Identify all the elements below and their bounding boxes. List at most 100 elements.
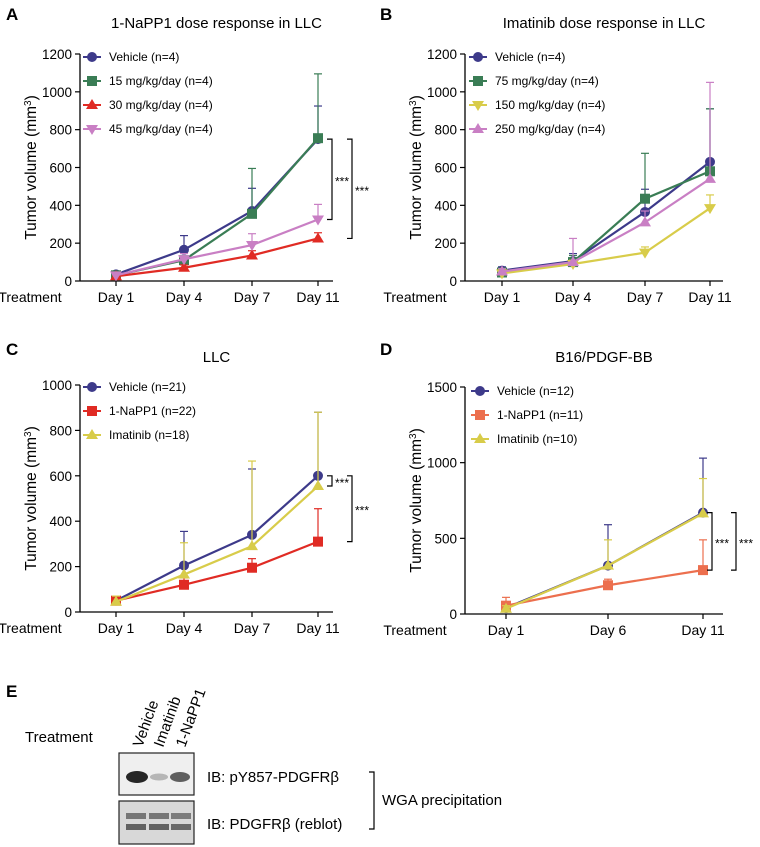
series-line [115,138,319,276]
legend-entry-1: 1-NaPP1 (n=22) [83,404,196,418]
data-point [313,536,323,547]
x-tick-label: Day 7 [234,620,271,636]
legend-marker [87,52,97,62]
legend-entry-2: Imatinib (n=10) [471,432,577,446]
panel-letter-e: E [6,682,17,701]
data-point [179,579,189,590]
y-axis-label-sup: 3 [408,100,419,106]
y-tick-label: 1000 [42,378,72,393]
data-point [178,568,190,579]
y-axis-label-close: ) [23,95,40,100]
panel-letter-a: A [6,5,18,24]
data-point [246,540,258,551]
legend-label: Imatinib (n=18) [109,428,189,442]
y-tick-label: 1500 [427,380,457,395]
legend-marker [473,52,483,62]
chart-title: LLC [203,349,231,366]
wga-bracket [369,771,375,830]
series-line [115,237,319,278]
x-tick-label: Day 11 [296,289,340,305]
y-axis-label: Tumor volume (mm3)Tumor volume (mm³) [408,95,426,240]
y-tick-label: 0 [449,274,457,289]
y-axis-label: Tumor volume (mm3)Tumor volume (mm³) [23,95,41,240]
legend-marker [473,76,483,86]
legend-label: Vehicle (n=21) [109,380,186,394]
legend-marker [86,99,98,109]
data-point [698,565,708,576]
data-point [640,193,650,204]
y-tick-label: 200 [49,560,72,575]
data-point [704,172,716,183]
series-3 [496,81,716,276]
series-line [115,474,319,602]
y-tick-label: 0 [64,274,72,289]
bracket-line [707,512,713,571]
y-tick-label: 1000 [427,85,457,100]
x-tick-label: Day 7 [234,289,271,305]
x-tick-label: Day 7 [627,289,664,305]
legend-label: Imatinib (n=10) [497,432,577,446]
y-axis-label-text: Tumor volume (mm [23,437,40,571]
significance-label: *** [335,476,349,490]
y-tick-label: 1200 [427,47,457,62]
legend-label: 150 mg/kg/day (n=4) [495,98,605,112]
x-tick-label: Day 4 [166,289,203,305]
chart-panel-d: D B16/PDGF-BB 0 500 1000 1500 Tumor volume (mm… [380,340,753,638]
blot-strip-pdgfr-phospho [118,752,195,796]
significance-label: *** [739,536,753,550]
significance-bracket-1: *** [347,138,369,240]
y-axis-label-text: Tumor volume (mm [408,439,425,573]
band-vehicle-phospho [126,771,148,783]
legend-label: 250 mg/kg/day (n=4) [495,122,605,136]
y-tick-label: 1000 [42,85,72,100]
chart-title: Imatinib dose response in LLC [503,15,706,32]
data-point [312,480,324,491]
legend-marker [472,123,484,133]
data-point [246,241,258,252]
series-line [115,485,319,603]
legend-label: 15 mg/kg/day (n=4) [109,74,213,88]
data-point [697,507,709,518]
legend-entry-2: 30 mg/kg/day (n=4) [83,98,213,112]
y-axis-label-text: Tumor volume (mm [408,106,425,240]
y-axis-label: Tumor volume (mm3)Tumor volume (mm³) [23,426,41,571]
legend-marker [475,410,485,420]
legend-label: 75 mg/kg/day (n=4) [495,74,599,88]
x-tick-label: Day 1 [98,620,135,636]
legend-marker [87,76,97,86]
chart-panel-b: B Imatinib dose response in LLC 0 200 400 600… [380,5,732,305]
x-tick-label: Day 11 [688,289,732,305]
panel-letter-c: C [6,340,18,359]
band-napp1-phospho [170,772,190,782]
chart-title: 1-NaPP1 dose response in LLC [111,15,322,32]
chart-panel-a: A 1-NaPP1 dose response in LLC 0 200 400 600 8… [0,5,369,305]
data-point [704,204,716,215]
data-point [178,261,190,272]
bracket-line [347,138,353,240]
charts-container: A 1-NaPP1 dose response in LLC 0 200 400 600 8… [0,5,753,638]
data-point [312,215,324,226]
x-axis-label: Treatment [383,622,446,638]
x-axis-label: Treatment [0,289,62,305]
legend-entry-1: 75 mg/kg/day (n=4) [469,74,599,88]
legend-label: 30 mg/kg/day (n=4) [109,98,213,112]
x-tick-label: Day 11 [296,620,340,636]
data-point [247,562,257,573]
series-line [115,137,319,277]
legend-marker [472,101,484,111]
legend-entry-2: 150 mg/kg/day (n=4) [469,98,605,112]
y-tick-label: 0 [64,605,72,620]
band-imatinib-phospho [150,773,168,781]
data-point [110,595,122,606]
bracket-line [327,475,333,487]
y-tick-label: 200 [49,236,72,251]
blot-strip-pdgfr-total [118,800,195,845]
y-tick-label: 0 [449,607,457,622]
data-point [639,248,651,259]
x-tick-label: Day 6 [590,622,627,638]
y-tick-label: 800 [434,123,457,138]
data-point [110,271,122,282]
data-point [312,232,324,243]
series-line [501,207,711,275]
